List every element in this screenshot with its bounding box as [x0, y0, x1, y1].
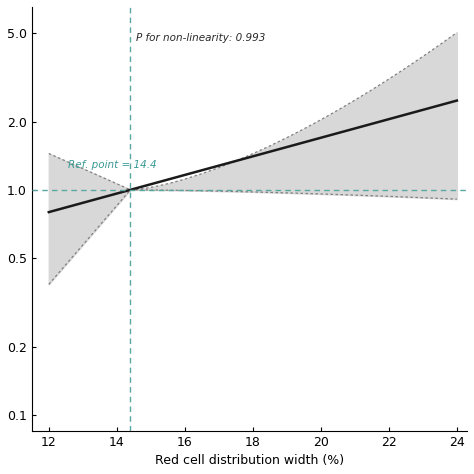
Text: P for non-linearity: 0.993: P for non-linearity: 0.993 [136, 33, 265, 43]
Text: Ref. point = 14.4: Ref. point = 14.4 [67, 160, 156, 170]
X-axis label: Red cell distribution width (%): Red cell distribution width (%) [155, 454, 344, 467]
